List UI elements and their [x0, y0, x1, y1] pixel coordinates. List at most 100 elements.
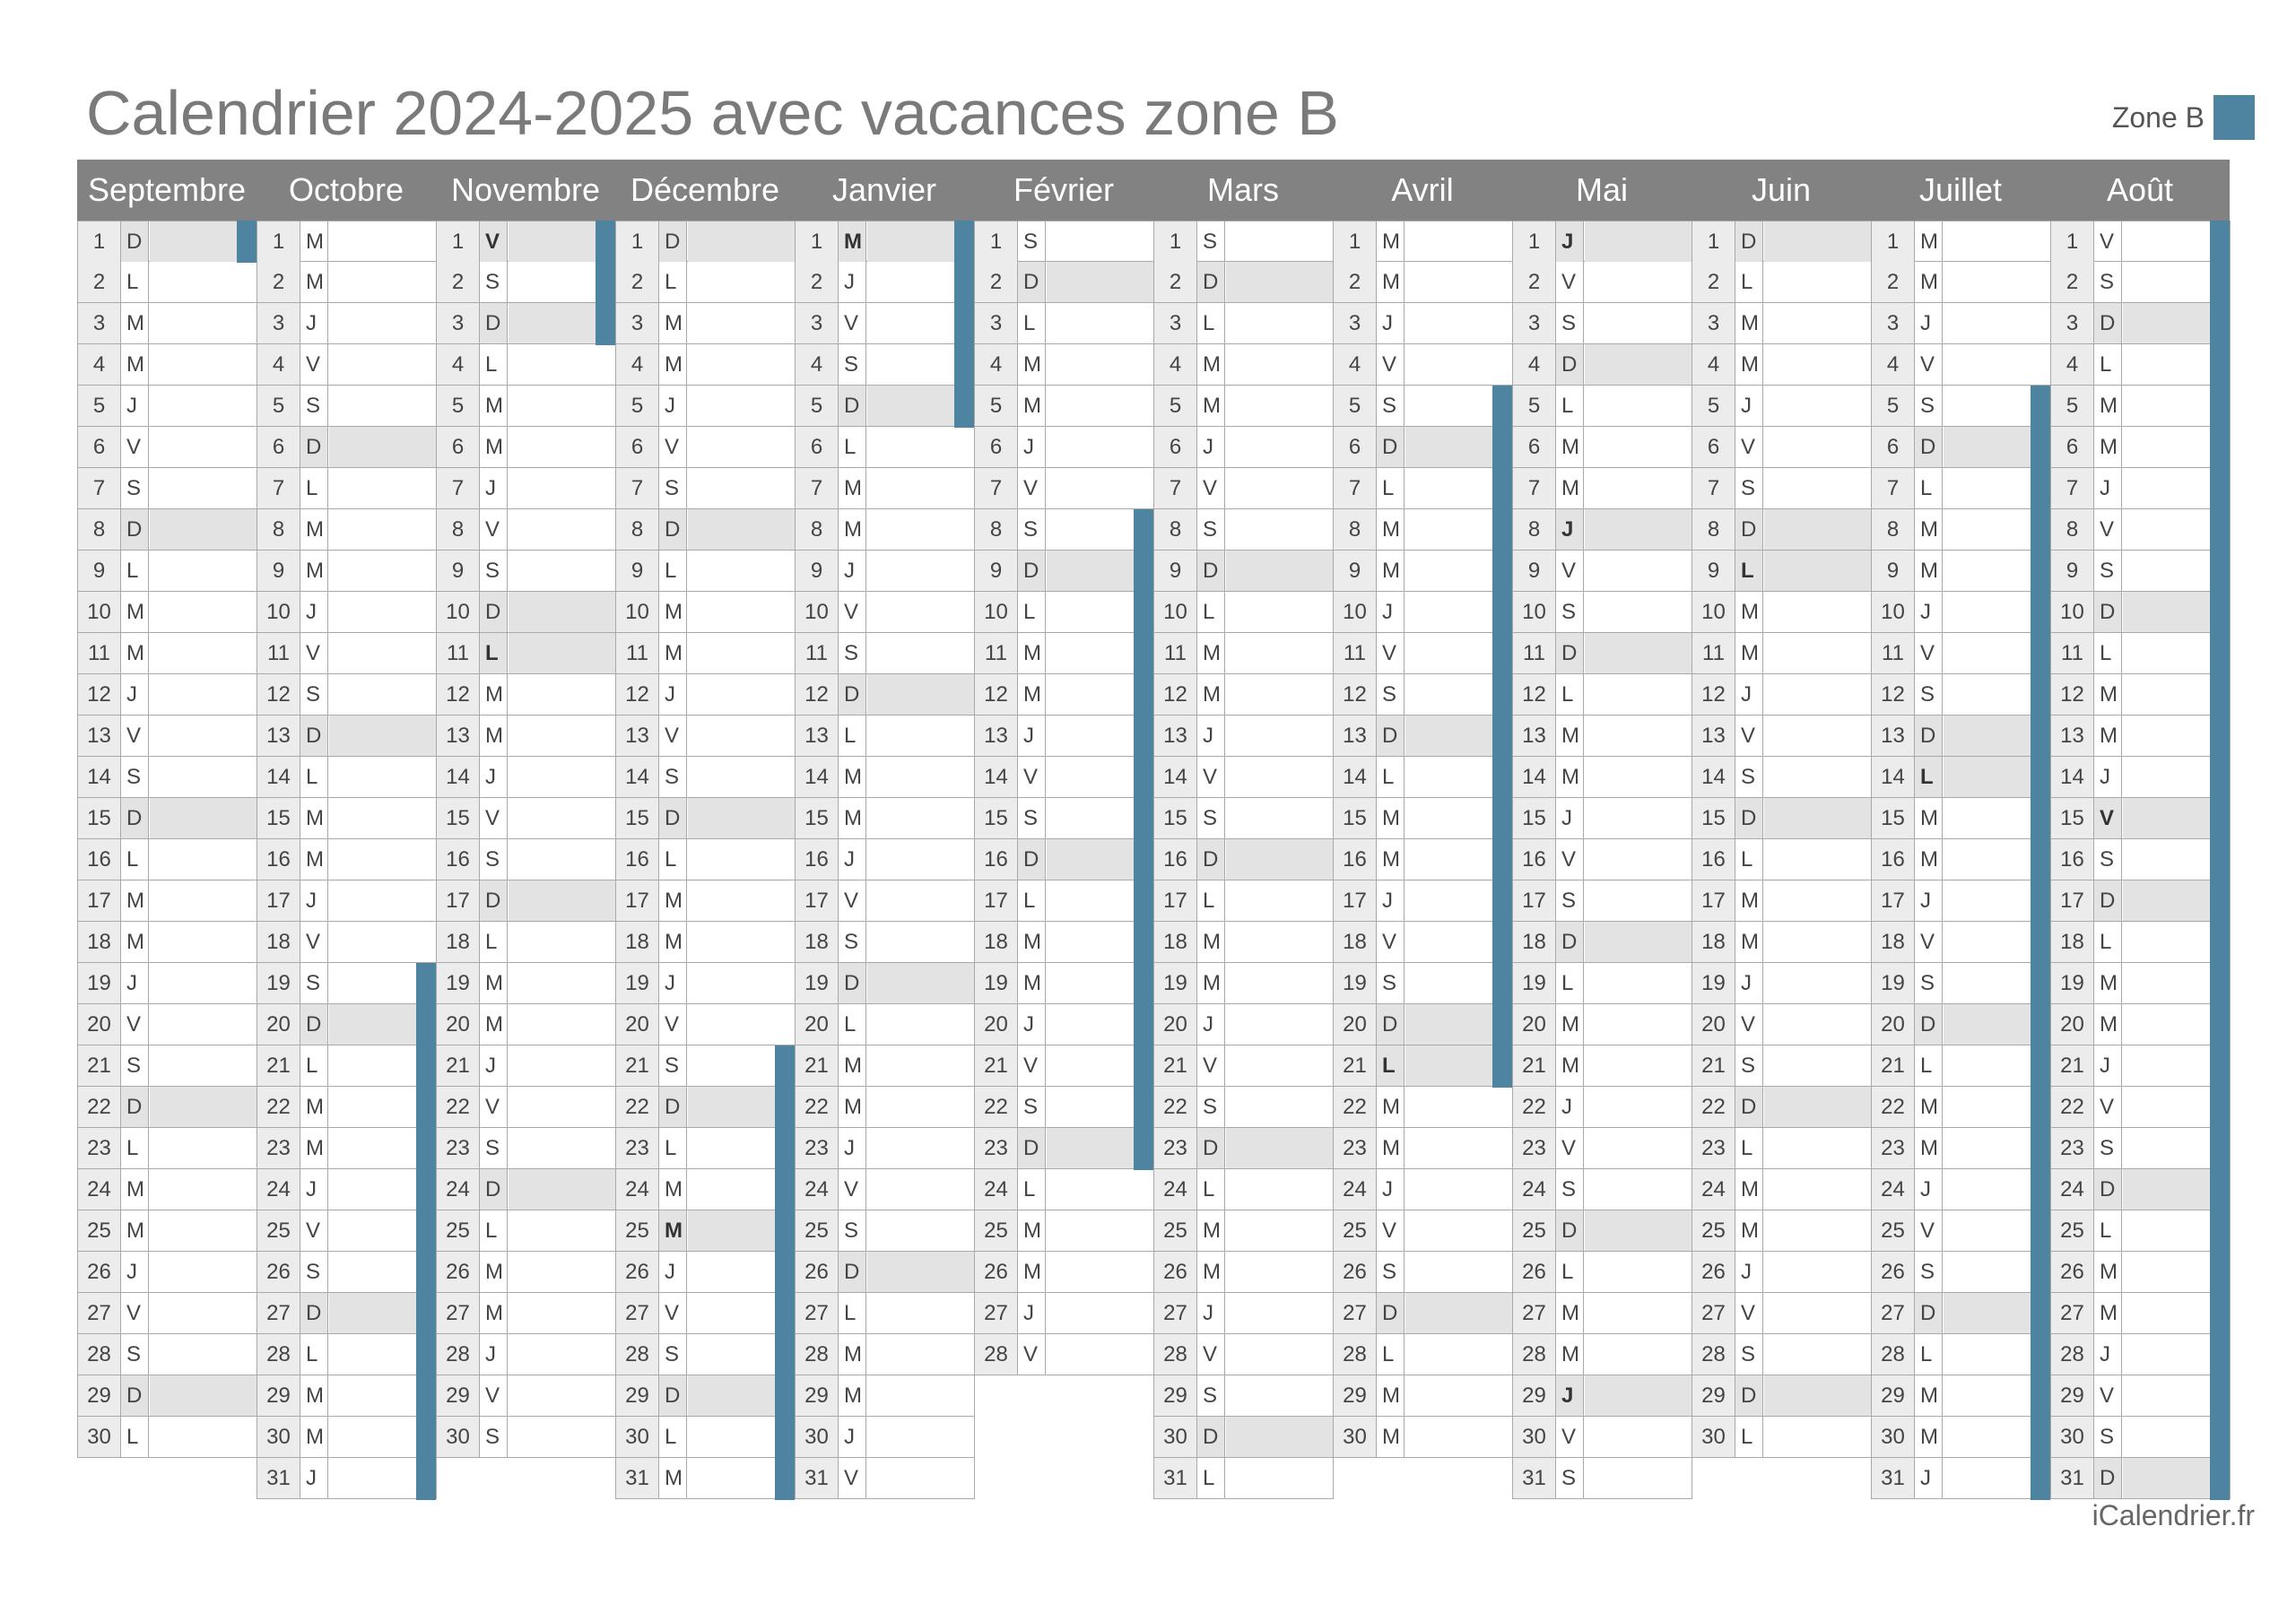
month-name: Mars [1207, 171, 1279, 208]
day-number: 5 [257, 386, 300, 426]
day-cell: 22 M [1871, 1087, 2051, 1128]
day-number: 23 [616, 1128, 659, 1168]
day-number: 18 [975, 922, 1018, 962]
weekday-letter: L [1735, 839, 1763, 880]
day-note-area [867, 1128, 974, 1168]
weekday-letter: M [1197, 922, 1225, 962]
weekday-letter: L [1915, 757, 1943, 797]
weekday-letter: L [839, 1293, 866, 1333]
weekday-letter: J [839, 839, 866, 880]
day-note-area [688, 922, 795, 962]
day-cell: 13 M [2050, 716, 2231, 757]
day-cell: 25 V [1871, 1210, 2051, 1252]
day-note-area [1405, 262, 1512, 302]
weekday-letter: S [1556, 1458, 1584, 1498]
day-cell: 14 V [1153, 757, 1334, 798]
day-number: 10 [975, 592, 1018, 632]
day-number: 8 [975, 509, 1018, 550]
day-cell: 21 V [1153, 1045, 1334, 1087]
weekday-letter: J [1018, 1004, 1046, 1045]
weekday-letter: S [480, 551, 508, 591]
day-number: 2 [1334, 262, 1377, 302]
day-cell: 19 S [1871, 963, 2051, 1004]
day-number: 12 [1692, 674, 1735, 715]
weekday-letter: M [839, 1045, 866, 1086]
weekday-letter: L [300, 757, 328, 797]
weekday-letter: M [1197, 674, 1225, 715]
weekday-letter: V [839, 1169, 866, 1210]
day-cell: 11 L [2050, 633, 2231, 674]
day-number: 13 [2051, 716, 2094, 756]
day-cell: 30 J [795, 1417, 975, 1458]
weekday-letter: M [1018, 1252, 1046, 1292]
day-number: 20 [1334, 1004, 1377, 1045]
weekday-letter: M [839, 1087, 866, 1127]
day-note-area [509, 1252, 615, 1292]
weekday-letter: L [1197, 880, 1225, 921]
day-cell: 28 S [615, 1334, 796, 1375]
weekday-letter: M [2094, 386, 2122, 426]
weekday-letter: D [480, 303, 508, 343]
day-note-area [509, 1004, 615, 1045]
weekday-letter: L [300, 1334, 328, 1375]
day-note-area [1226, 303, 1333, 343]
weekday-letter: D [1915, 1293, 1943, 1333]
weekday-letter: D [1197, 262, 1225, 302]
day-cell: 21 V [974, 1045, 1154, 1087]
day-number: 3 [975, 303, 1018, 343]
day-cell: 10 M [615, 592, 796, 633]
day-cell: 24 M [77, 1169, 257, 1210]
day-cell: 26 J [77, 1252, 257, 1293]
day-cell: 18 L [436, 922, 616, 963]
day-note-area [1226, 1375, 1333, 1416]
day-number: 11 [78, 633, 121, 673]
day-cell: 21 J [2050, 1045, 2231, 1087]
weekday-letter: L [1197, 303, 1225, 343]
day-cell: 18 L [2050, 922, 2231, 963]
day-cell: 17 D [2050, 880, 2231, 922]
weekday-letter: D [659, 1375, 687, 1416]
day-note-area [329, 468, 436, 508]
day-number: 19 [1334, 963, 1377, 1003]
day-note-area [688, 798, 795, 838]
day-number: 10 [1872, 592, 1915, 632]
day-number: 18 [796, 922, 839, 962]
day-note-area [688, 839, 795, 880]
day-note-area [867, 1293, 974, 1333]
day-number: 28 [1692, 1334, 1735, 1375]
day-number: 24 [1154, 1169, 1197, 1210]
weekday-letter: S [1197, 798, 1225, 838]
day-note-area [150, 262, 257, 302]
day-note-area [1585, 1375, 1692, 1416]
day-number: 1 [1692, 221, 1735, 262]
weekday-letter: L [839, 716, 866, 756]
day-number: 4 [2051, 344, 2094, 385]
day-number: 14 [2051, 757, 2094, 797]
day-note-area [688, 509, 795, 550]
day-cell: 20 D [257, 1004, 437, 1045]
day-number: 11 [1692, 633, 1735, 673]
legend-label: Zone B [2111, 100, 2205, 134]
day-cell: 12 S [1871, 674, 2051, 716]
weekday-letter: J [1377, 880, 1405, 921]
weekday-letter: S [1915, 1252, 1943, 1292]
day-cell: 10 M [77, 592, 257, 633]
day-cell: 12 M [2050, 674, 2231, 716]
day-number: 1 [1872, 221, 1915, 262]
weekday-letter: M [1377, 1128, 1405, 1168]
weekday-letter: L [1735, 551, 1763, 591]
day-cell: 24 L [974, 1169, 1154, 1210]
day-cell: 28 M [1512, 1334, 1692, 1375]
weekday-letter: L [1197, 1169, 1225, 1210]
weekday-letter: S [480, 262, 508, 302]
